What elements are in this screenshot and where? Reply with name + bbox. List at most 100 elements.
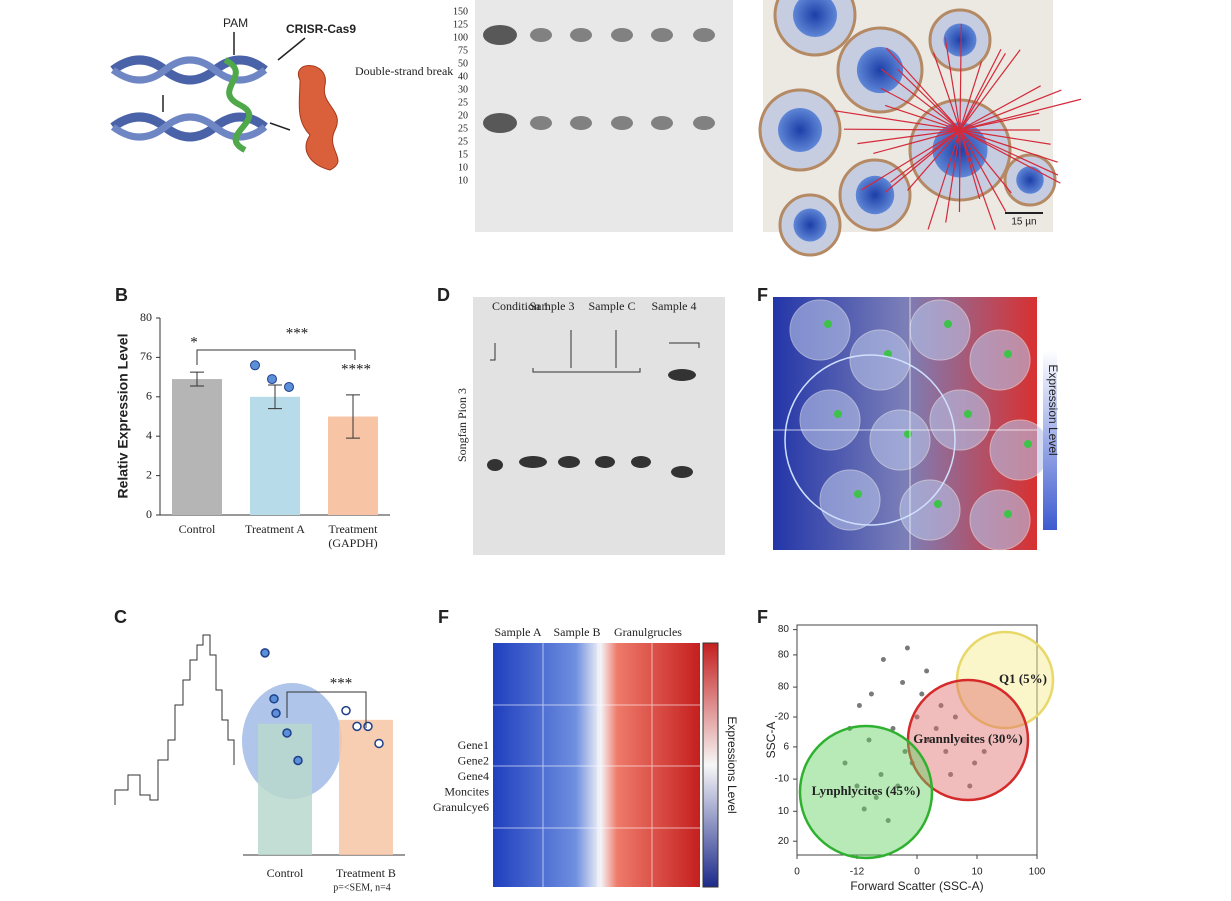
vesicle bbox=[834, 410, 842, 418]
ladder-label: 25 bbox=[458, 136, 468, 147]
data-point bbox=[933, 726, 939, 731]
ladder-label: 40 bbox=[458, 71, 468, 82]
gel-band bbox=[530, 116, 552, 130]
nucleus bbox=[793, 0, 837, 37]
vesicle bbox=[964, 410, 972, 418]
cell bbox=[929, 389, 991, 451]
heatmap bbox=[493, 643, 700, 887]
x-tick-label: 0 bbox=[914, 867, 920, 878]
x-tick-label: Treatment B bbox=[336, 866, 396, 880]
significance: *** bbox=[330, 675, 353, 691]
data-point bbox=[856, 703, 862, 708]
gel-band bbox=[487, 459, 503, 471]
data-point bbox=[363, 721, 373, 732]
data-point bbox=[269, 694, 279, 704]
ladder-label: 20 bbox=[458, 110, 468, 121]
significance: *** bbox=[286, 325, 309, 341]
data-point bbox=[260, 648, 270, 658]
ladder-label: 50 bbox=[458, 58, 468, 69]
filament bbox=[880, 68, 961, 131]
panel-letter: D bbox=[437, 285, 450, 305]
gel-band bbox=[530, 28, 552, 42]
filament bbox=[857, 129, 961, 145]
filament bbox=[959, 129, 1051, 145]
ladder-label: 10 bbox=[458, 162, 468, 173]
data-point bbox=[861, 806, 867, 812]
data-point bbox=[352, 721, 362, 732]
row-label: Gene2 bbox=[458, 753, 489, 767]
gel-band bbox=[693, 116, 715, 130]
column-label: Granulgrucles bbox=[614, 625, 682, 639]
axis-label: Songfan Pion 3 bbox=[455, 388, 469, 462]
x-tick-label: 100 bbox=[1029, 867, 1046, 878]
panel-letter: F bbox=[757, 285, 768, 305]
axis-label: SSC-A bbox=[764, 722, 778, 759]
data-point bbox=[267, 374, 277, 385]
colorbar-label: Expressions Level bbox=[725, 716, 739, 813]
panel-letter: F bbox=[438, 607, 449, 627]
data-point bbox=[842, 760, 848, 766]
gel-band bbox=[570, 28, 592, 42]
data-point bbox=[878, 772, 884, 777]
x-tick-label: Control bbox=[266, 866, 304, 880]
data-point bbox=[854, 783, 860, 789]
y-tick-label: 6 bbox=[783, 742, 789, 753]
vesicle bbox=[1004, 350, 1012, 358]
label: PAM bbox=[223, 16, 248, 30]
filament bbox=[959, 129, 1061, 184]
data-point bbox=[981, 749, 987, 754]
filament bbox=[959, 24, 962, 131]
cell bbox=[969, 489, 1031, 551]
y-tick-label: 0 bbox=[146, 507, 152, 521]
data-point bbox=[890, 726, 896, 731]
panel-letter: F bbox=[757, 607, 768, 627]
data-point bbox=[868, 691, 874, 697]
panel-letter: C bbox=[114, 607, 127, 627]
vesicle bbox=[934, 500, 942, 508]
filament bbox=[959, 129, 1059, 176]
gel-band bbox=[693, 28, 715, 42]
bracket bbox=[196, 349, 356, 365]
data-point bbox=[895, 783, 901, 789]
cell bbox=[819, 469, 881, 531]
ladder-label: 75 bbox=[458, 45, 468, 56]
filament bbox=[959, 85, 1041, 131]
filament bbox=[959, 129, 996, 230]
y-tick-label: 80 bbox=[140, 310, 152, 324]
vesicle bbox=[854, 490, 862, 498]
bar bbox=[258, 723, 312, 855]
gel-band bbox=[595, 456, 615, 468]
x-tick-label: 10 bbox=[971, 867, 983, 878]
data-point bbox=[282, 728, 292, 738]
y-tick-label: 76 bbox=[140, 349, 152, 363]
bracket bbox=[286, 691, 367, 728]
data-point bbox=[873, 795, 879, 800]
row-label: Gene4 bbox=[458, 769, 489, 783]
ladder-label: 15 bbox=[458, 149, 468, 160]
label: CRISR-Cas9 bbox=[286, 22, 356, 36]
x-tick-label: Treatment (GAPDH) bbox=[328, 522, 378, 550]
cell bbox=[849, 329, 911, 391]
gel-band bbox=[651, 28, 673, 42]
gate-label: Q1 (5%) bbox=[999, 671, 1047, 686]
data-point bbox=[902, 749, 908, 754]
cell bbox=[969, 329, 1031, 391]
column-label: Sample B bbox=[554, 625, 601, 639]
data-point bbox=[943, 749, 949, 754]
nucleus bbox=[793, 208, 827, 242]
filament bbox=[896, 68, 961, 131]
filament bbox=[959, 89, 1062, 131]
filament bbox=[927, 129, 961, 230]
filament bbox=[861, 129, 961, 191]
filament bbox=[959, 48, 1002, 131]
filament bbox=[885, 47, 961, 131]
gel-band bbox=[483, 113, 517, 133]
gel-image bbox=[475, 0, 733, 232]
filament bbox=[890, 129, 961, 183]
gel-image bbox=[473, 297, 725, 555]
data-point bbox=[880, 657, 886, 662]
filament bbox=[907, 129, 961, 191]
cell bbox=[899, 479, 961, 541]
filament bbox=[884, 129, 961, 193]
